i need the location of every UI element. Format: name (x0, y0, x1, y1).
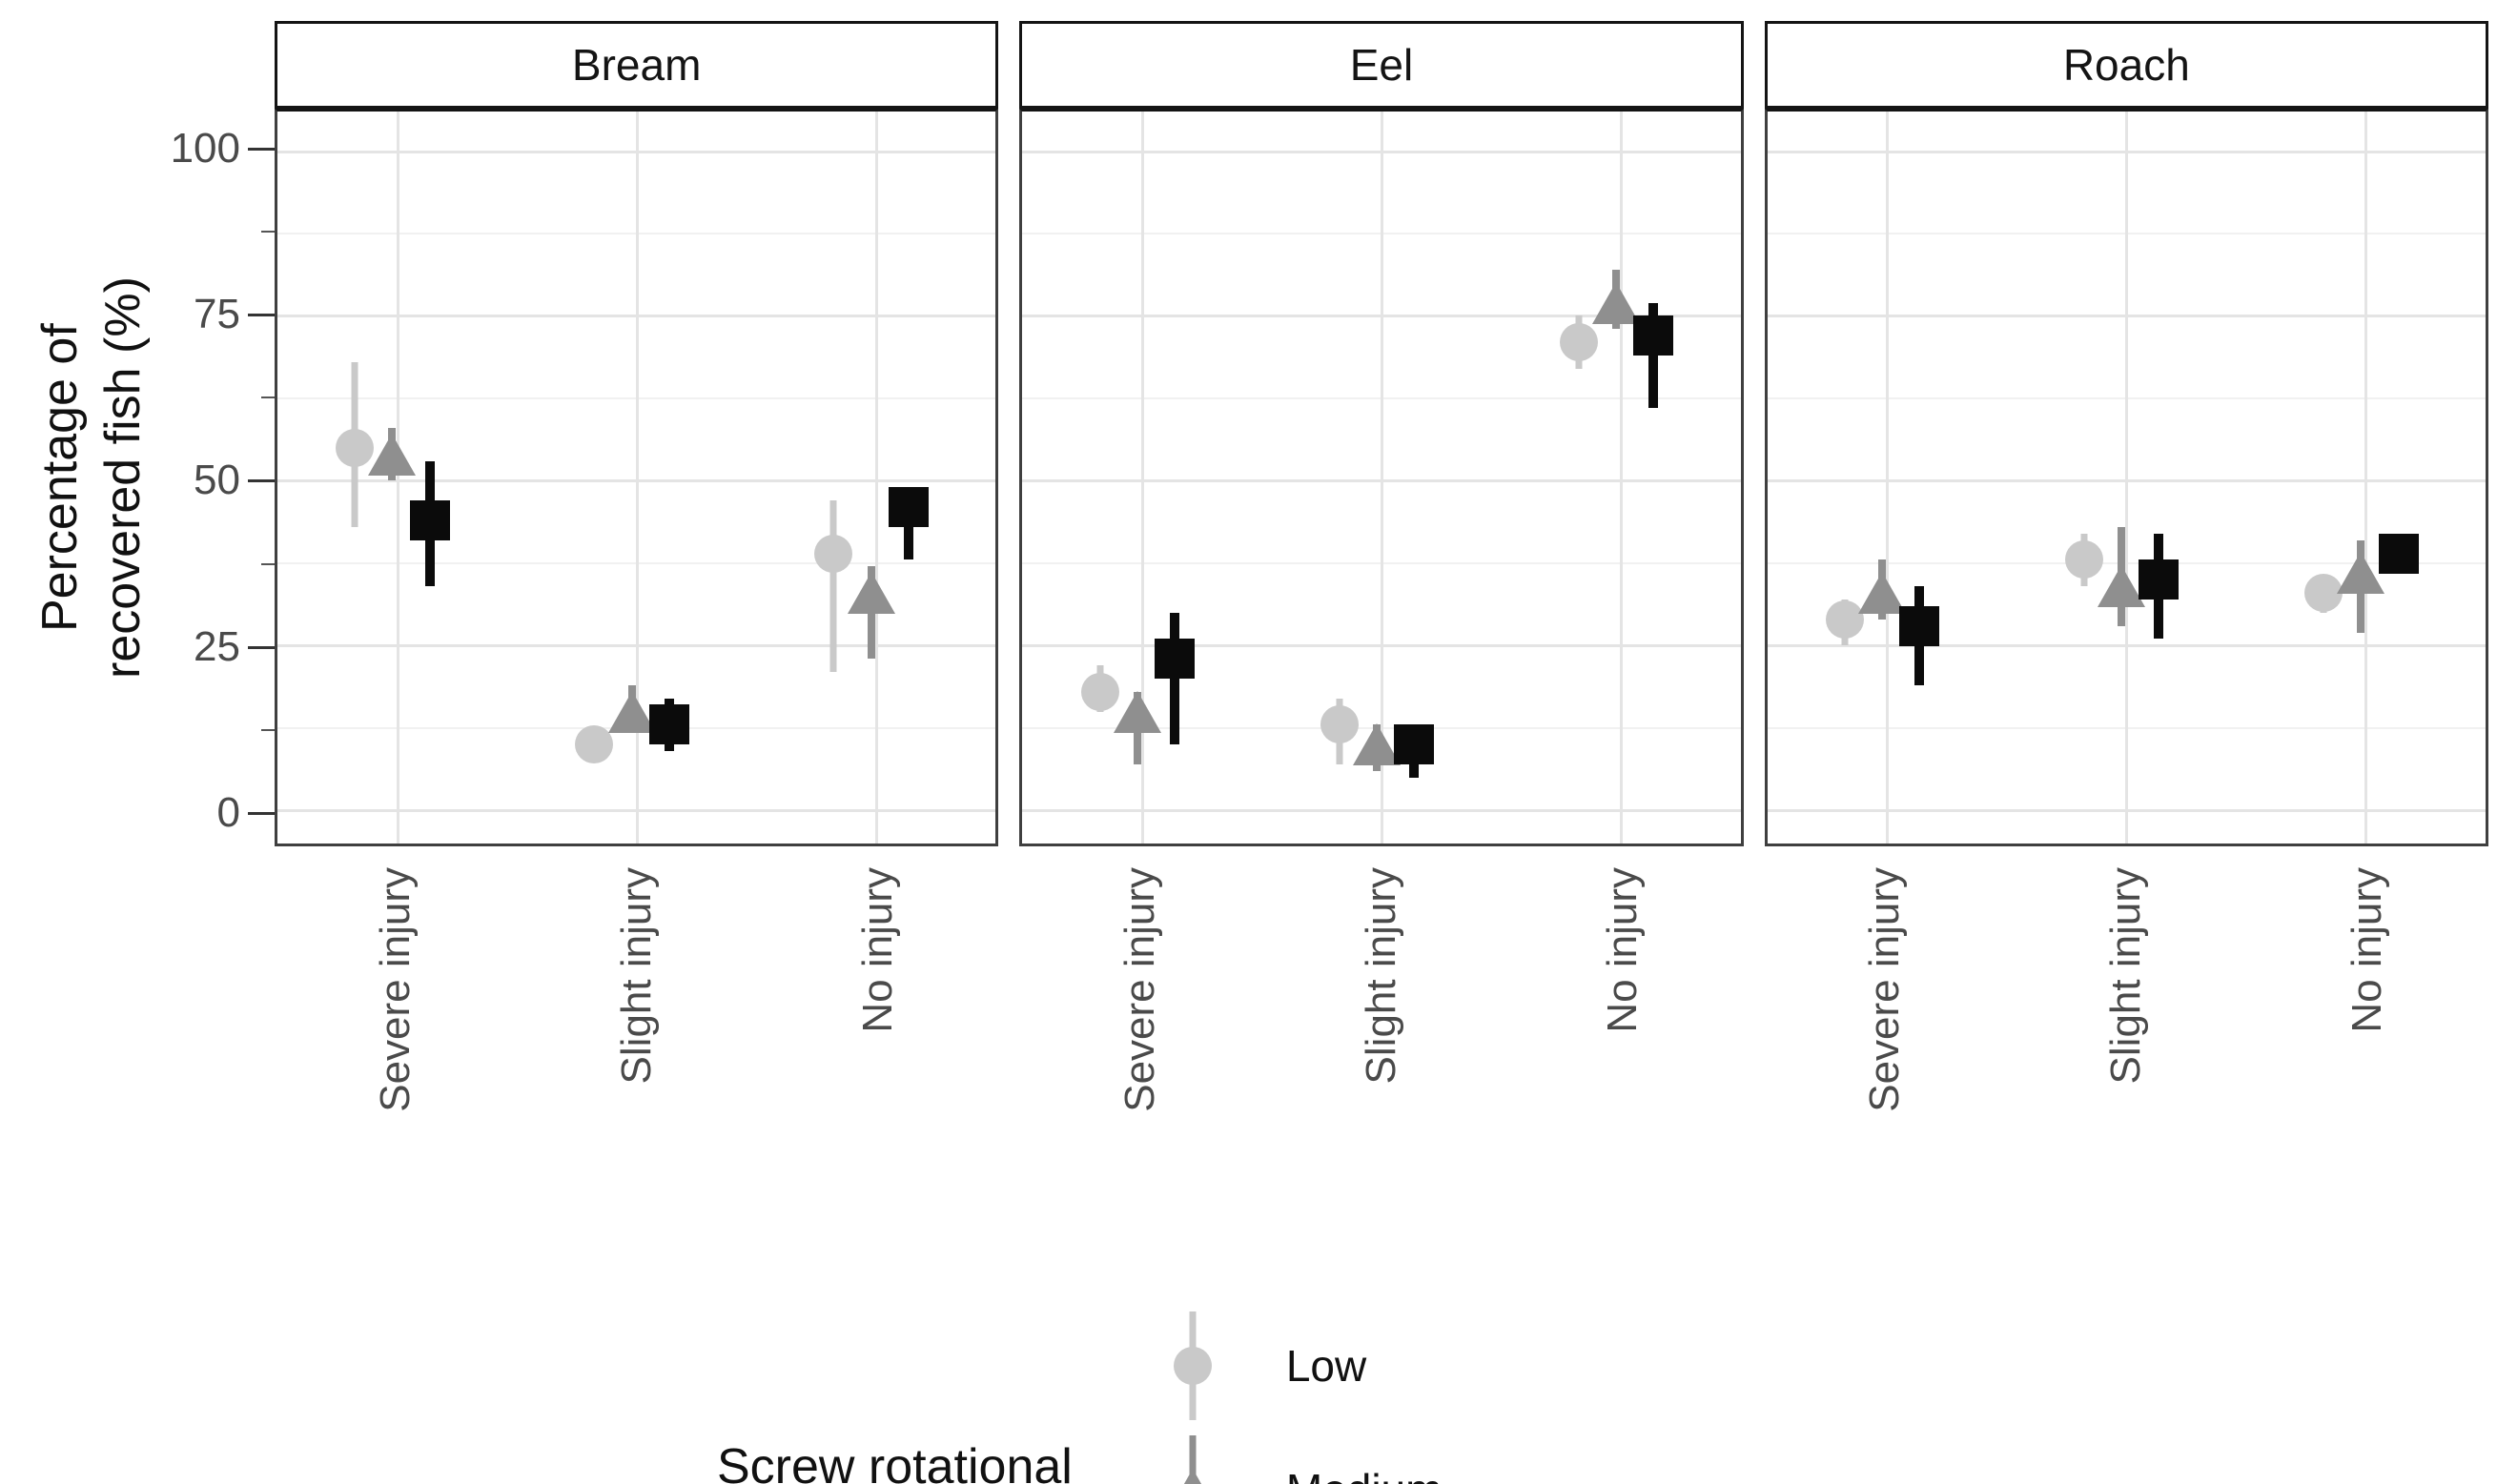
facet-strip: Eel (1019, 21, 1744, 109)
y-axis-minor-tick (261, 728, 275, 731)
gridline-vertical (2364, 112, 2368, 844)
facet-panel-eel: Eel Severe injury Slight injury No injury (1019, 21, 1744, 1112)
legend-title-line1: Screw rotational (717, 1439, 1073, 1484)
high-marker-square (2139, 559, 2180, 600)
y-axis-minor-tick (261, 231, 275, 233)
low-marker-circle (1825, 600, 1864, 639)
low-marker-circle (2304, 574, 2343, 613)
facet-title: Roach (2062, 40, 2190, 90)
low-marker-circle (1080, 672, 1119, 711)
high-marker-square (2378, 533, 2419, 574)
x-tick-label: Slight injury (612, 867, 660, 1085)
y-axis-major-tick (248, 147, 275, 151)
legend-triangle-icon (1145, 1428, 1240, 1484)
low-error-bar (829, 500, 837, 673)
legend-marker-triangle (1168, 1469, 1217, 1484)
legend: Screw rotational speeds LowMediumHigh (717, 1304, 1442, 1484)
gridline-vertical (396, 112, 399, 844)
low-marker-circle (575, 725, 614, 764)
facet-panel-roach: Roach Severe injury Slight injury No injury (1764, 21, 2488, 1112)
low-marker-circle (1559, 323, 1598, 362)
x-axis-tick (874, 844, 877, 846)
x-tick-label: Severe injury (1115, 867, 1163, 1112)
x-tick-label: Slight injury (2102, 867, 2150, 1085)
x-axis-tick (2364, 844, 2367, 846)
low-marker-circle (814, 534, 853, 573)
facet-strip: Bream (275, 21, 999, 109)
x-axis-tick (1620, 844, 1623, 846)
x-axis-tick (635, 844, 638, 846)
high-marker-square (1633, 315, 1674, 356)
high-marker-square (648, 704, 689, 745)
plot-area (1019, 109, 1744, 846)
y-axis-major-tick (248, 314, 275, 317)
facet-strip: Roach (1764, 21, 2488, 109)
y-tick-label: 50 (194, 457, 240, 504)
legend-label: Medium (1286, 1464, 1443, 1484)
medium-marker-triangle (368, 433, 417, 476)
medium-marker-triangle (2337, 552, 2385, 595)
y-tick-label: 0 (216, 789, 240, 837)
y-axis-major-tick (248, 479, 275, 483)
legend-title: Screw rotational speeds (717, 1424, 1073, 1484)
legend-error-bar-line (1189, 1435, 1197, 1484)
gridline-vertical (1140, 112, 1144, 844)
low-marker-circle (336, 428, 375, 467)
y-axis-title-line1: Percentage of (32, 323, 88, 632)
medium-marker-triangle (2098, 565, 2146, 608)
gridline-vertical (1620, 112, 1624, 844)
x-tick-label: No injury (853, 867, 901, 1033)
legend-keys: LowMediumHigh (1073, 1304, 1443, 1484)
legend-marker-circle (1173, 1347, 1212, 1385)
facet-panels: Bream Severe injury Slight injury No injury… (275, 21, 2488, 1112)
y-axis-major-tick (248, 645, 275, 649)
medium-marker-triangle (847, 572, 895, 615)
legend-key-medium: Medium (1145, 1428, 1443, 1484)
x-axis-tick (1886, 844, 1889, 846)
x-tick-label: Severe injury (1861, 867, 1909, 1112)
high-marker-square (1394, 724, 1435, 765)
plot-area (1764, 109, 2488, 846)
x-tick-label: No injury (2343, 867, 2391, 1033)
gridline-vertical (1886, 112, 1890, 844)
gridline-vertical (635, 112, 639, 844)
y-axis-major-tick (248, 812, 275, 816)
gridline-vertical (1380, 112, 1383, 844)
x-tick-label: No injury (1599, 867, 1647, 1033)
gridline-vertical (874, 112, 878, 844)
high-marker-square (1899, 605, 1940, 646)
x-axis-tick (1140, 844, 1143, 846)
facet-title: Eel (1349, 40, 1414, 90)
y-axis-minor-tick (261, 562, 275, 565)
legend-circle-icon (1145, 1304, 1240, 1428)
facet-title: Bream (571, 40, 702, 90)
y-tick-label: 25 (194, 622, 240, 670)
y-tick-label: 75 (194, 291, 240, 338)
medium-marker-triangle (1352, 723, 1401, 766)
x-tick-label: Severe injury (371, 867, 419, 1112)
y-tick-label: 100 (170, 124, 240, 172)
facet-panel-bream: Bream Severe injury Slight injury No injury (275, 21, 999, 1112)
low-marker-circle (1320, 705, 1359, 744)
gridline-vertical (2125, 112, 2129, 844)
medium-marker-triangle (607, 690, 656, 733)
x-axis-tick (2125, 844, 2128, 846)
plot-area (275, 109, 999, 846)
y-axis-minor-tick (261, 396, 275, 399)
legend-key-low: Low (1145, 1304, 1443, 1428)
x-tick-label: Slight injury (1357, 867, 1404, 1085)
medium-marker-triangle (1858, 572, 1907, 615)
high-marker-square (409, 499, 450, 540)
x-axis-tick (1380, 844, 1382, 846)
medium-marker-triangle (1592, 281, 1641, 324)
low-marker-circle (2065, 540, 2104, 579)
medium-marker-triangle (1113, 690, 1161, 733)
legend-label: Low (1285, 1341, 1367, 1391)
high-marker-square (1155, 639, 1196, 680)
x-axis-tick (396, 844, 399, 846)
high-marker-square (888, 487, 929, 528)
